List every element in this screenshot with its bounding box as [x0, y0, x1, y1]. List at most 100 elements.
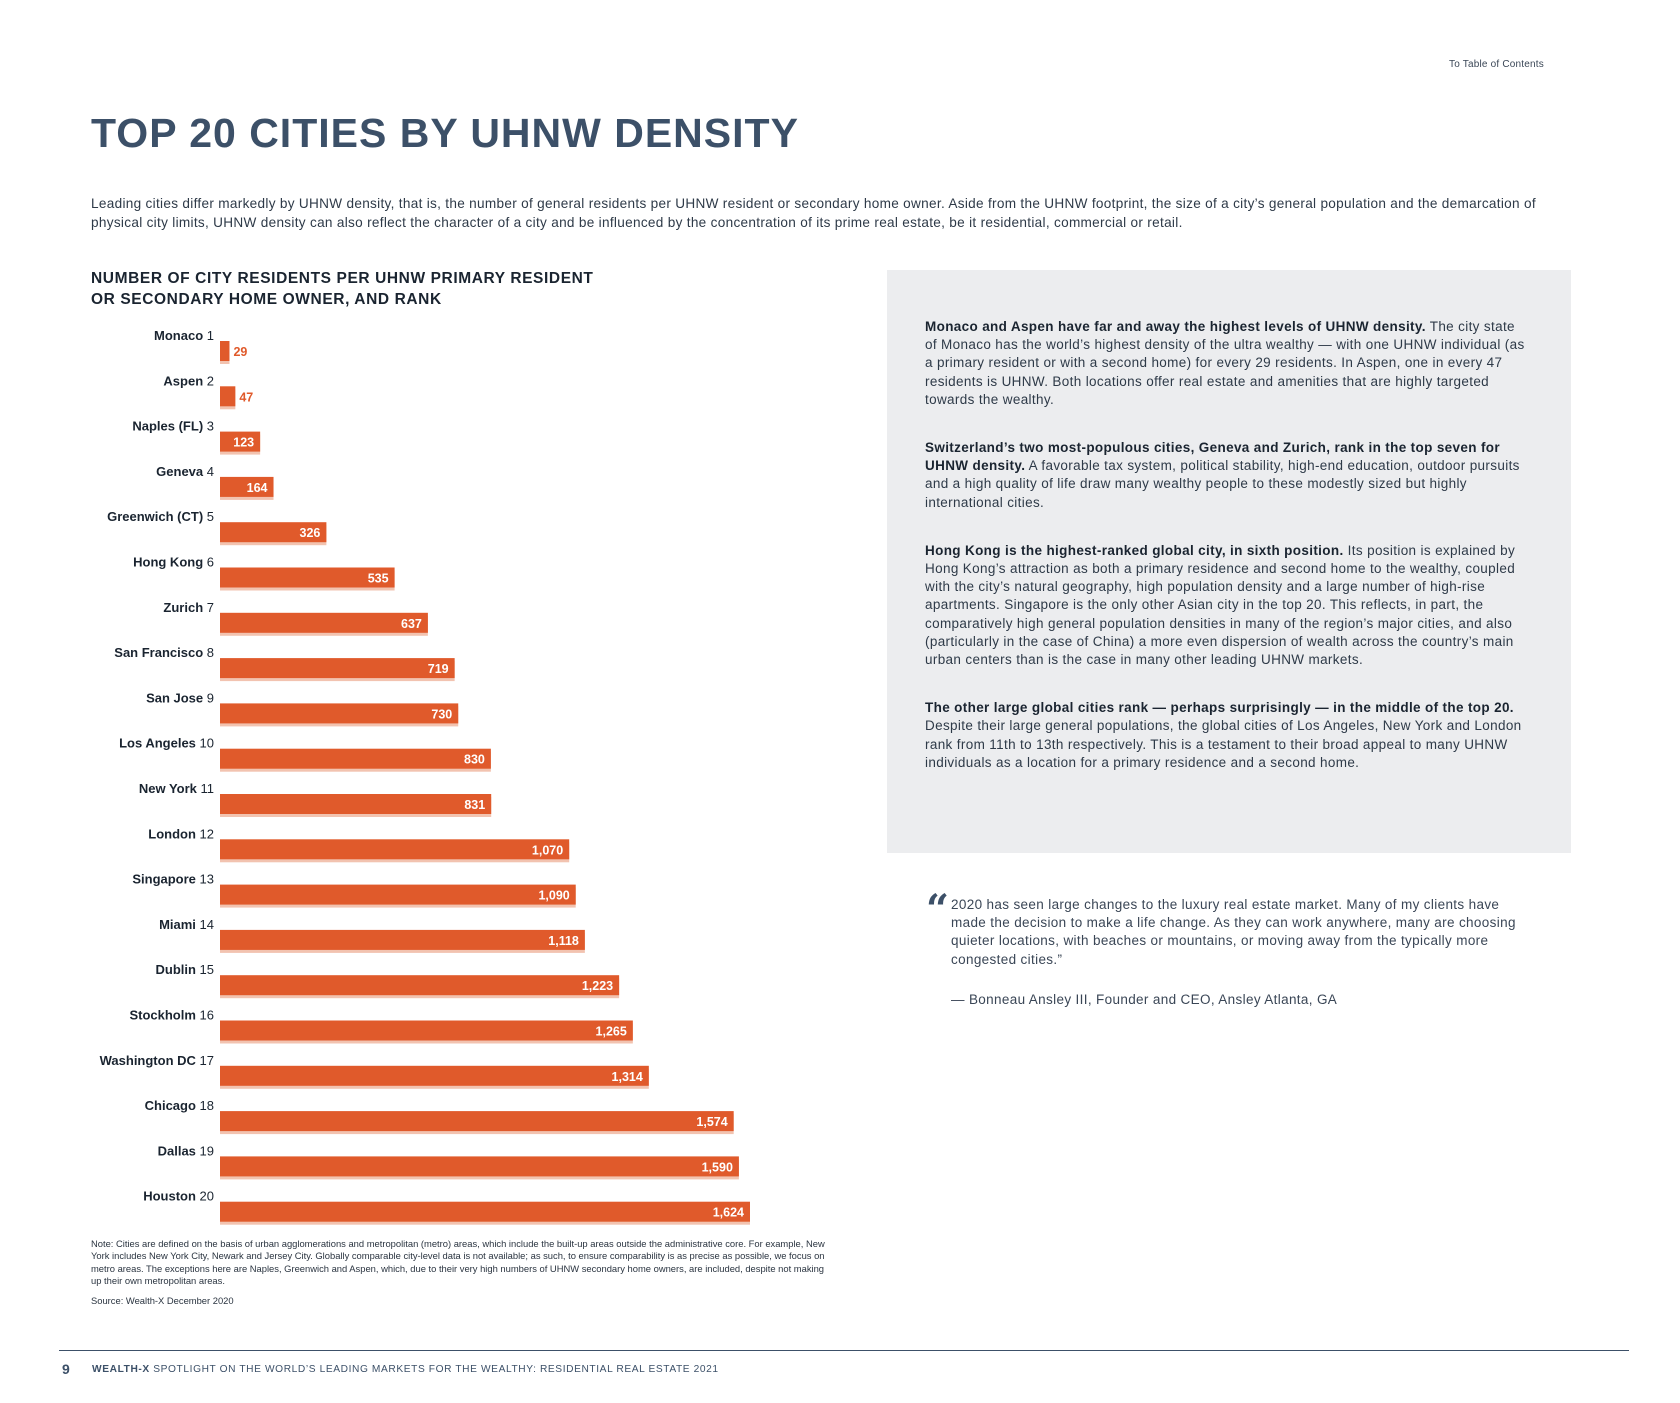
quote-mark-icon: “ — [926, 886, 950, 933]
category-label: Chicago 18 — [145, 1098, 214, 1113]
city-name: Dallas — [158, 1143, 200, 1158]
commentary-panel: Monaco and Aspen have far and away the h… — [887, 270, 1571, 853]
city-name: Greenwich (CT) — [107, 509, 207, 524]
city-rank: 15 — [200, 962, 214, 977]
city-rank: 13 — [200, 872, 214, 887]
commentary-text-4: Despite their large general populations,… — [925, 718, 1522, 770]
city-name: Los Angeles — [119, 736, 199, 751]
bar-value-label: 1,090 — [538, 889, 569, 903]
bar — [220, 522, 327, 543]
bar — [220, 975, 620, 996]
chart-title: NUMBER OF CITY RESIDENTS PER UHNW PRIMAR… — [91, 270, 594, 308]
footer-brand: WEALTH-X — [92, 1364, 150, 1375]
page-number: 9 — [62, 1361, 70, 1377]
intro-paragraph: Leading cities differ markedly by UHNW d… — [91, 196, 1536, 230]
city-rank: 3 — [207, 419, 214, 434]
pull-quote: 2020 has seen large changes to the luxur… — [951, 897, 1516, 967]
bar-value-label: 830 — [464, 753, 485, 767]
city-name: Naples (FL) — [132, 419, 206, 434]
bar-value-label: 1,265 — [596, 1025, 627, 1039]
bar-value-label: 123 — [233, 436, 254, 450]
category-label: Monaco 1 — [154, 330, 214, 343]
city-rank: 10 — [200, 736, 214, 751]
bar-value-label: 1,070 — [532, 843, 563, 857]
category-label: Stockholm 16 — [129, 1008, 214, 1023]
city-rank: 2 — [207, 373, 214, 388]
bar — [220, 794, 492, 814]
bar-value-label: 326 — [300, 526, 321, 540]
city-name: Aspen — [163, 373, 206, 388]
commentary-heading-4: The other large global cities rank — per… — [925, 700, 1514, 716]
city-rank: 20 — [200, 1189, 214, 1204]
bar — [220, 1065, 649, 1086]
bar-value-label: 535 — [368, 572, 389, 586]
bar — [220, 839, 570, 860]
bar — [220, 476, 274, 497]
category-label: Geneva 4 — [156, 464, 214, 479]
city-rank: 1 — [207, 330, 214, 343]
bar-value-label: 164 — [247, 481, 268, 495]
category-label: Washington DC 17 — [100, 1053, 214, 1068]
commentary-heading-2: Switzerland’s two most-populous cities, … — [925, 440, 1500, 474]
category-label: Miami 14 — [159, 917, 214, 932]
bar-value-label: 47 — [239, 390, 253, 404]
bar-value-label: 1,118 — [548, 934, 579, 948]
city-rank: 12 — [200, 826, 214, 841]
city-name: Washington DC — [100, 1053, 200, 1068]
bar — [220, 703, 459, 724]
commentary-paragraph-2: Switzerland’s two most-populous cities, … — [925, 439, 1525, 512]
bar-value-label: 29 — [233, 345, 247, 359]
bar — [220, 431, 261, 452]
bar-value-label: 831 — [464, 798, 485, 812]
commentary-paragraph-1: Monaco and Aspen have far and away the h… — [925, 318, 1525, 409]
bar — [220, 1156, 739, 1177]
quote-attribution: — Bonneau Ansley III, Founder and CEO, A… — [951, 992, 1338, 1007]
city-rank: 4 — [207, 464, 214, 479]
commentary-heading-3: Hong Kong is the highest-ranked global c… — [925, 542, 1344, 558]
bar — [220, 386, 236, 407]
city-name: Geneva — [156, 464, 207, 479]
bar — [220, 884, 576, 905]
city-name: Zurich — [163, 600, 206, 615]
commentary-text-1: The city state of Monaco has the world’s… — [925, 319, 1525, 407]
city-name: Dublin — [155, 962, 199, 977]
footer-publication: SPOTLIGHT ON THE WORLD’S LEADING MARKETS… — [149, 1364, 719, 1375]
commentary-text-2: A favorable tax system, political stabil… — [925, 458, 1520, 510]
bar-value-label: 1,314 — [612, 1070, 643, 1084]
bar — [220, 929, 585, 950]
category-label: Dallas 19 — [158, 1143, 214, 1158]
bar-value-label: 719 — [428, 662, 449, 676]
city-rank: 18 — [200, 1098, 214, 1113]
commentary-paragraph-3: Hong Kong is the highest-ranked global c… — [925, 542, 1525, 669]
bar — [220, 1020, 633, 1041]
category-label: San Francisco 8 — [114, 645, 214, 660]
page-title: TOP 20 CITIES BY UHNW DENSITY — [91, 110, 799, 156]
footer-publication-title: WEALTH-X SPOTLIGHT ON THE WORLD’S LEADIN… — [92, 1364, 719, 1375]
bar — [220, 1111, 734, 1132]
city-rank: 9 — [207, 690, 214, 705]
city-rank: 8 — [207, 645, 214, 660]
bar — [220, 567, 395, 588]
category-label: San Jose 9 — [146, 690, 214, 705]
category-label: Greenwich (CT) 5 — [107, 509, 214, 524]
city-rank: 6 — [207, 555, 214, 570]
category-label: Los Angeles 10 — [119, 736, 214, 751]
city-rank: 17 — [200, 1053, 214, 1068]
category-label: Singapore 13 — [132, 872, 214, 887]
city-rank: 19 — [200, 1143, 214, 1158]
bar-value-label: 1,590 — [702, 1160, 733, 1174]
bar-value-label: 1,223 — [582, 979, 613, 993]
table-of-contents-link[interactable]: To Table of Contents — [1449, 59, 1544, 70]
category-label: Zurich 7 — [163, 600, 214, 615]
bar — [220, 1201, 750, 1222]
city-name: Monaco — [154, 330, 207, 343]
city-rank: 14 — [200, 917, 214, 932]
city-name: New York — [139, 781, 201, 796]
city-name: Chicago — [145, 1098, 200, 1113]
bar — [220, 341, 230, 361]
category-label: Hong Kong 6 — [133, 555, 214, 570]
category-label: New York 11 — [139, 781, 214, 796]
city-name: San Francisco — [114, 645, 206, 660]
category-label: Naples (FL) 3 — [132, 419, 214, 434]
